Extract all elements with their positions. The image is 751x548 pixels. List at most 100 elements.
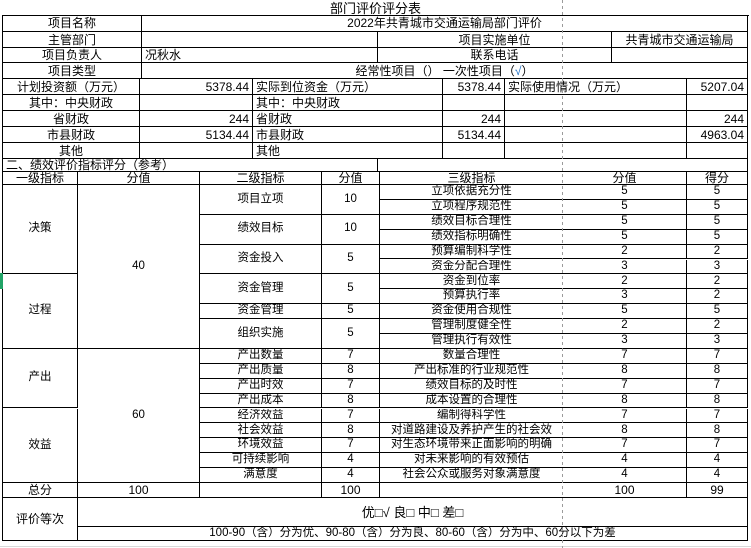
- level3-name-4: 预算编制科学性: [380, 245, 563, 260]
- central-finance-value3: [687, 95, 748, 111]
- project-type-options: 经常性项目（） 一次性项目（: [355, 63, 515, 78]
- level2-score-3: 5: [322, 274, 380, 305]
- other-finance-value3: [687, 143, 748, 159]
- level3-got-13: 7: [687, 378, 748, 394]
- level2-label-5: 组织实施: [200, 319, 322, 349]
- level1-group-0: 决策: [3, 185, 78, 275]
- leader-label: 项目负责人: [3, 48, 142, 63]
- level3-score-11: 7: [563, 348, 687, 364]
- level3-name-13: 绩效目标的及时性: [380, 379, 563, 394]
- impl-unit-value: 共青城市交通运输局: [612, 32, 748, 48]
- check-mark: √: [514, 63, 522, 78]
- level2-score-4: 5: [322, 304, 380, 320]
- level2-score-10: 7: [322, 408, 380, 424]
- county-finance-value2: 5134.44: [443, 127, 505, 143]
- header-score1: 分值: [78, 172, 200, 185]
- level3-got-9: 2: [687, 319, 748, 334]
- level3-name-8: 资金使用合规性: [380, 304, 563, 320]
- central-finance-label2: 其中：中央财政: [253, 95, 443, 111]
- level3-got-1: 5: [687, 199, 748, 215]
- level3-score-16: 8: [563, 423, 687, 439]
- project-name-label: 项目名称: [3, 15, 142, 32]
- header-level1: 一级指标: [3, 172, 78, 185]
- level3-name-11: 数量合理性: [380, 349, 563, 364]
- province-finance-value3: 244: [687, 111, 748, 127]
- level2-score-13: 4: [322, 453, 380, 469]
- level3-score-9: 2: [563, 319, 687, 334]
- gridline-bottom: [0, 546, 751, 547]
- province-finance-label: 省财政: [3, 111, 140, 127]
- level3-got-6: 2: [687, 274, 748, 290]
- level3-score-19: 4: [563, 468, 687, 483]
- level2-score-8: 7: [322, 378, 380, 394]
- level3-got-18: 4: [687, 453, 748, 469]
- project-type-label: 项目类型: [3, 63, 142, 79]
- level3-name-3: 绩效指标明确性: [380, 230, 563, 245]
- received-funds-label: 实际到位资金（万元）: [253, 79, 443, 95]
- level2-label-11: 社会效益: [200, 423, 322, 439]
- level3-score-13: 7: [563, 378, 687, 394]
- supervisor-label: 主管部门: [3, 32, 142, 48]
- province-finance-label2: 省财政: [253, 111, 443, 127]
- level2-score-1: 10: [322, 214, 380, 245]
- level3-score-2: 5: [563, 214, 687, 230]
- level2-label-4: 资金管理: [200, 304, 322, 320]
- other-finance-value2: [443, 143, 505, 159]
- level2-label-8: 产出时效: [200, 378, 322, 394]
- level3-score-7: 3: [563, 289, 687, 305]
- level2-score-9: 8: [322, 393, 380, 409]
- level3-score-8: 5: [563, 304, 687, 320]
- level2-score-12: 7: [322, 438, 380, 454]
- grade-options: 优□√ 良□ 中□ 差□: [78, 498, 748, 527]
- level2-label-13: 可持续影响: [200, 453, 322, 469]
- level3-name-15: 编制得科学性: [380, 409, 563, 424]
- received-funds-value: 5378.44: [443, 79, 505, 95]
- other-finance-label3: [505, 143, 687, 159]
- level2-label-12: 环境效益: [200, 438, 322, 454]
- header-level3: 三级指标: [380, 172, 563, 185]
- total-level3-cell: [380, 483, 563, 498]
- level3-name-19: 社会公众或服务对象满意度: [380, 468, 563, 483]
- level3-got-12: 8: [687, 363, 748, 379]
- level2-label-7: 产出质量: [200, 363, 322, 379]
- phone-value: [612, 48, 748, 63]
- level2-label-3: 资金管理: [200, 274, 322, 305]
- level3-score-1: 5: [563, 199, 687, 215]
- level3-got-3: 5: [687, 229, 748, 245]
- level2-score-14: 4: [322, 468, 380, 483]
- level3-got-4: 2: [687, 244, 748, 260]
- total-level1: 100: [78, 483, 200, 498]
- grade-label: 评价等次: [3, 498, 78, 541]
- page-break-line: [562, 0, 563, 548]
- total-got: 99: [687, 483, 748, 498]
- level3-score-17: 7: [563, 438, 687, 454]
- level3-name-18: 对未来影响的有效预估: [380, 453, 563, 469]
- level3-name-12: 产出标准的行业规范性: [380, 364, 563, 379]
- section2-heading-spacer: [378, 159, 748, 172]
- level2-label-6: 产出数量: [200, 348, 322, 364]
- total-level3: 100: [563, 483, 687, 498]
- level2-label-10: 经济效益: [200, 408, 322, 424]
- level3-got-5: 3: [687, 259, 748, 275]
- central-finance-label: 其中：中央财政: [3, 95, 140, 111]
- province-finance-label3: [505, 111, 687, 127]
- level3-name-7: 预算执行率: [380, 289, 563, 305]
- level2-label-14: 满意度: [200, 468, 322, 483]
- planned-invest-value: 5378.44: [140, 79, 253, 95]
- page-title: 部门评价评分表: [329, 1, 421, 16]
- used-funds-value: 5207.04: [687, 79, 748, 95]
- level2-score-2: 5: [322, 244, 380, 275]
- level3-name-5: 资金分配合理性: [380, 260, 563, 275]
- leader-value: 况秋水: [142, 48, 378, 63]
- level3-got-15: 7: [687, 408, 748, 424]
- total-label: 总分: [3, 483, 78, 498]
- county-finance-label2: 市县财政: [253, 127, 443, 143]
- province-finance-value2: 244: [443, 111, 505, 127]
- level2-label-9: 产出成本: [200, 393, 322, 409]
- level3-score-4: 2: [563, 244, 687, 260]
- level3-name-2: 绩效目标合理性: [380, 215, 563, 230]
- other-finance-value1: [140, 143, 253, 159]
- province-finance-value1: 244: [140, 111, 253, 127]
- project-type-close: ）: [521, 63, 534, 78]
- level3-score-15: 7: [563, 408, 687, 424]
